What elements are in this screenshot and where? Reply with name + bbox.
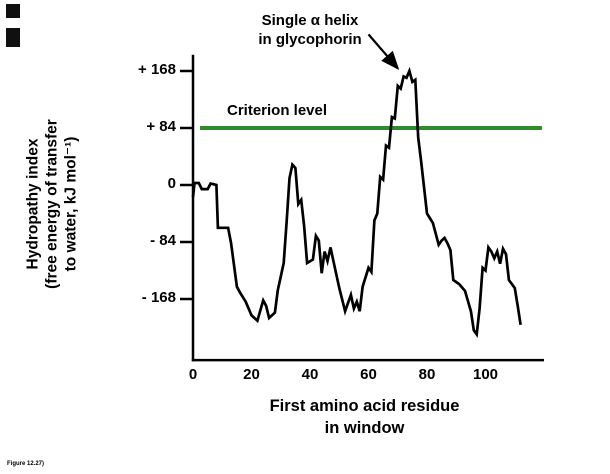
annotation-arrow-icon [367,33,400,70]
x-tick-label: 100 [472,366,499,383]
x-tick-label: 0 [188,366,198,383]
x-tick-label: 40 [301,366,319,383]
y-tick-label: + 168 [138,60,176,78]
figure-caption: Figure 12.27) [7,461,45,467]
y-tick-label: - 168 [141,289,176,306]
y-tick-label: + 84 [146,117,176,135]
y-axis-title-line1: Hydropathy index [24,138,42,270]
hydropathy-curve [191,66,522,338]
x-tick-label: 80 [418,366,436,383]
x-axis-title: First amino acid residue in window [232,395,497,439]
y-tick-marks [180,69,193,301]
x-tick-label: 60 [360,366,377,383]
y-axis-title-line2: (free energy of transfer [43,119,61,289]
y-tick-label: 0 [167,175,176,192]
x-axis-title-line1: First amino acid residue [269,397,460,415]
x-axis-title-line2: in window [324,419,405,437]
peak-annotation-line1: Single α helix [261,12,359,29]
criterion-level-label: Criterion level [227,102,328,119]
y-tick-label: - 84 [150,232,176,249]
y-axis-title: Hydropathy index (free energy of transfe… [24,119,81,289]
peak-annotation-line2: in glycophorin [258,31,362,48]
peak-annotation: Single α helix in glycophorin [200,11,420,49]
y-axis-title-line3: to water, kJ mol⁻¹) [62,136,80,272]
scan-artifact-mark [6,28,20,47]
x-tick-label: 20 [243,366,260,383]
scan-artifact-mark [6,4,20,18]
